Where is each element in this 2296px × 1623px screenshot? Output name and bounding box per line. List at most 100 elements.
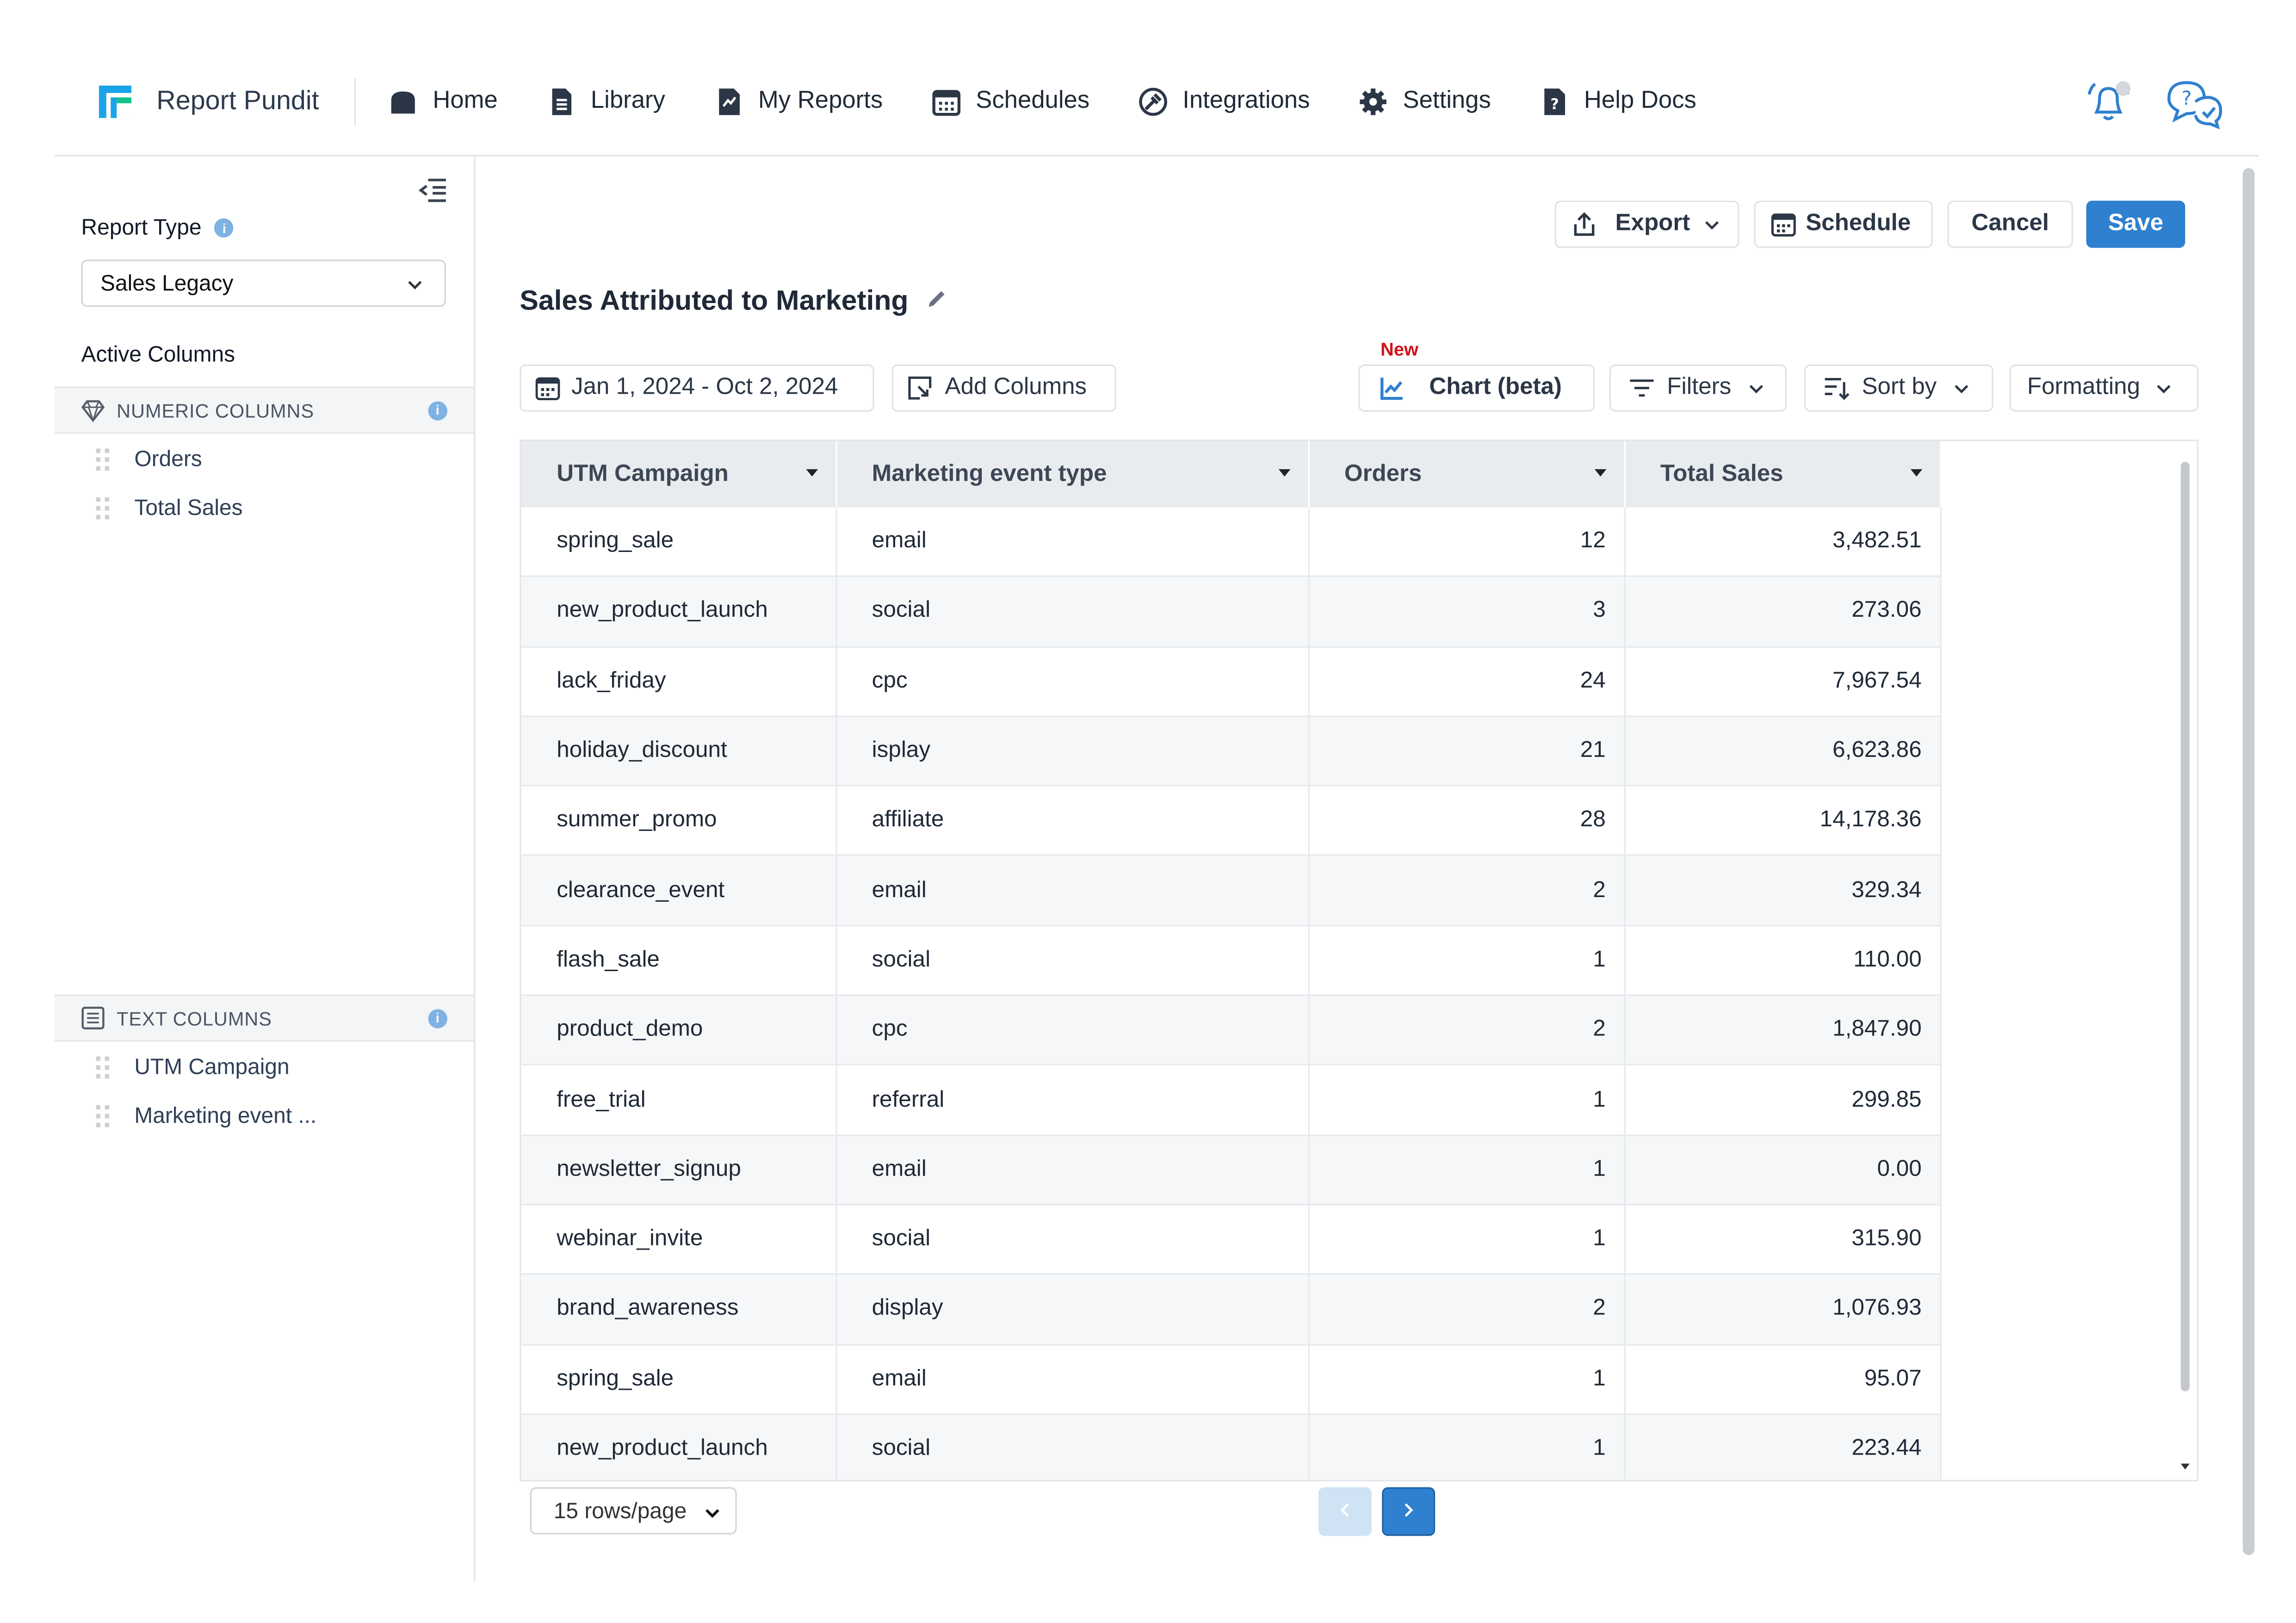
drag-handle-icon[interactable] — [96, 496, 111, 520]
column-header-utm-campaign[interactable]: UTM Campaign — [521, 441, 836, 508]
cell-total-sales: 299.85 — [1624, 1065, 1941, 1136]
nav-integrations[interactable]: Integrations — [1138, 87, 1310, 116]
column-item-label: Marketing event ... — [134, 1103, 317, 1129]
cell-total-sales: 273.06 — [1624, 576, 1941, 647]
sidebar: Report Type i Sales Legacy Active Column… — [55, 156, 476, 1582]
column-item-total-sales[interactable]: Total Sales — [96, 496, 243, 521]
cell-marketing-event-type: cpc — [835, 646, 1309, 717]
report-type-label-row: Report Type i — [81, 216, 234, 241]
table-row[interactable]: webinar_invite social 1 315.90 — [521, 1204, 1941, 1276]
table-row[interactable]: holiday_discount isplay 21 6,623.86 — [521, 716, 1941, 787]
report-table-container: UTM Campaign Marketing event type Orders… — [520, 440, 2199, 1481]
filters-button[interactable]: Filters — [1609, 364, 1787, 412]
nav-settings[interactable]: Settings — [1359, 87, 1491, 116]
date-range-picker[interactable]: Jan 1, 2024 - Oct 2, 2024 — [520, 364, 874, 412]
report-pundit-logo-icon — [99, 85, 132, 118]
edit-pencil-icon[interactable] — [926, 286, 948, 319]
sort-caret-icon[interactable] — [1594, 469, 1606, 477]
table-row[interactable]: brand_awareness display 2 1,076.93 — [521, 1274, 1941, 1345]
table-row[interactable]: flash_sale social 1 110.00 — [521, 925, 1941, 996]
table-row[interactable]: new_product_launch social 3 273.06 — [521, 576, 1941, 647]
nav-my-reports[interactable]: My Reports — [714, 87, 883, 116]
table-header-row: UTM Campaign Marketing event type Orders… — [521, 441, 1941, 508]
column-header-orders[interactable]: Orders — [1308, 441, 1625, 508]
table-row[interactable]: spring_sale email 1 95.07 — [521, 1344, 1941, 1415]
table-scrollbar[interactable] — [2179, 450, 2191, 1474]
next-page-button[interactable] — [1382, 1487, 1436, 1536]
report-table: UTM Campaign Marketing event type Orders… — [521, 441, 1941, 1480]
new-badge: New — [1380, 339, 1419, 360]
nav-home[interactable]: Home — [389, 87, 498, 116]
report-type-select[interactable]: Sales Legacy — [81, 260, 446, 307]
support-chat-icon[interactable]: ? — [2165, 77, 2222, 130]
sort-by-button[interactable]: Sort by — [1804, 364, 1993, 412]
collapse-sidebar-icon[interactable] — [418, 177, 447, 204]
cell-orders: 2 — [1308, 855, 1625, 927]
chart-beta-button[interactable]: Chart (beta) — [1358, 364, 1595, 412]
nav-library[interactable]: Library — [546, 87, 665, 116]
column-item-utm-campaign[interactable]: UTM Campaign — [96, 1055, 290, 1080]
brand[interactable]: Report Pundit — [99, 85, 319, 118]
table-row[interactable]: clearance_event email 2 329.34 — [521, 855, 1941, 927]
schedule-button[interactable]: Schedule — [1754, 200, 1933, 248]
nav-help-docs-label: Help Docs — [1584, 87, 1696, 114]
rows-per-page-select[interactable]: 15 rows/page — [530, 1487, 737, 1535]
table-row[interactable]: summer_promo affiliate 28 14,178.36 — [521, 786, 1941, 857]
cell-marketing-event-type: email — [835, 508, 1309, 577]
drag-handle-icon[interactable] — [96, 447, 111, 471]
cell-utm-campaign: flash_sale — [521, 925, 836, 996]
export-button[interactable]: Export — [1554, 200, 1739, 248]
cell-total-sales: 6,623.86 — [1624, 716, 1941, 787]
text-info-icon[interactable]: i — [428, 1008, 448, 1028]
sort-icon — [1824, 375, 1850, 401]
column-header-marketing-event-type[interactable]: Marketing event type — [835, 441, 1309, 508]
table-row[interactable]: product_demo cpc 2 1,847.90 — [521, 995, 1941, 1066]
nav-settings-label: Settings — [1403, 87, 1491, 114]
scroll-down-arrow-icon[interactable] — [2179, 1462, 2191, 1471]
sort-caret-icon[interactable] — [1910, 469, 1922, 477]
cell-marketing-event-type: display — [835, 1274, 1309, 1345]
formatting-button[interactable]: Formatting — [2009, 364, 2199, 412]
diamond-icon — [81, 398, 105, 423]
notification-bell-icon[interactable] — [2082, 77, 2135, 130]
column-item-marketing-event[interactable]: Marketing event ... — [96, 1103, 317, 1129]
previous-page-button[interactable] — [1318, 1487, 1372, 1536]
cell-total-sales: 95.07 — [1624, 1344, 1941, 1415]
numeric-info-icon[interactable]: i — [428, 400, 448, 420]
chevron-right-icon — [1403, 1498, 1415, 1524]
column-header-total-sales[interactable]: Total Sales — [1624, 441, 1941, 508]
numeric-columns-header: NUMERIC COLUMNS i — [55, 386, 474, 434]
page-scrollbar[interactable] — [2242, 168, 2255, 1582]
drag-handle-icon[interactable] — [96, 1104, 111, 1128]
cell-utm-campaign: product_demo — [521, 995, 836, 1066]
table-row[interactable]: new_product_launch social 1 223.44 — [521, 1414, 1941, 1480]
save-button[interactable]: Save — [2086, 200, 2185, 248]
cell-orders: 21 — [1308, 716, 1625, 787]
cell-orders: 28 — [1308, 786, 1625, 857]
table-row[interactable]: free_trial referral 1 299.85 — [521, 1065, 1941, 1136]
table-row[interactable]: newsletter_signup email 1 0.00 — [521, 1134, 1941, 1206]
cell-orders: 2 — [1308, 1274, 1625, 1345]
sort-caret-icon[interactable] — [805, 469, 817, 477]
table-scrollbar-thumb[interactable] — [2180, 462, 2190, 1392]
column-item-orders[interactable]: Orders — [96, 447, 202, 472]
nav-schedules[interactable]: Schedules — [931, 87, 1089, 116]
cancel-label: Cancel — [1971, 211, 2049, 236]
my-reports-icon — [714, 87, 743, 116]
table-row[interactable]: spring_sale email 12 3,482.51 — [521, 508, 1941, 577]
cell-utm-campaign: webinar_invite — [521, 1204, 836, 1276]
table-row[interactable]: lack_friday cpc 24 7,967.54 — [521, 646, 1941, 717]
add-columns-button[interactable]: Add Columns — [891, 364, 1116, 412]
info-icon[interactable]: i — [215, 218, 234, 238]
chevron-down-icon — [406, 271, 424, 296]
text-columns-label: TEXT COLUMNS — [117, 1007, 272, 1029]
cell-utm-campaign: new_product_launch — [521, 576, 836, 647]
cell-orders: 3 — [1308, 576, 1625, 647]
nav-help-docs[interactable]: ? Help Docs — [1540, 87, 1696, 116]
cancel-button[interactable]: Cancel — [1947, 200, 2073, 248]
sort-caret-icon[interactable] — [1278, 469, 1290, 477]
nav-divider — [354, 77, 356, 125]
drag-handle-icon[interactable] — [96, 1055, 111, 1079]
page-scrollbar-thumb[interactable] — [2242, 168, 2255, 1555]
cell-utm-campaign: spring_sale — [521, 508, 836, 577]
